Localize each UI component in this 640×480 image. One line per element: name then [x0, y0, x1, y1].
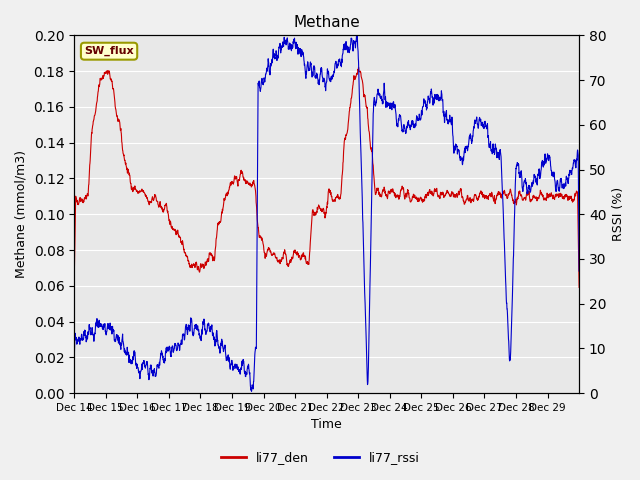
- Legend: li77_den, li77_rssi: li77_den, li77_rssi: [216, 446, 424, 469]
- Title: Methane: Methane: [293, 15, 360, 30]
- Y-axis label: RSSI (%): RSSI (%): [612, 187, 625, 241]
- Text: SW_flux: SW_flux: [84, 46, 134, 56]
- Y-axis label: Methane (mmol/m3): Methane (mmol/m3): [15, 150, 28, 278]
- X-axis label: Time: Time: [311, 419, 342, 432]
